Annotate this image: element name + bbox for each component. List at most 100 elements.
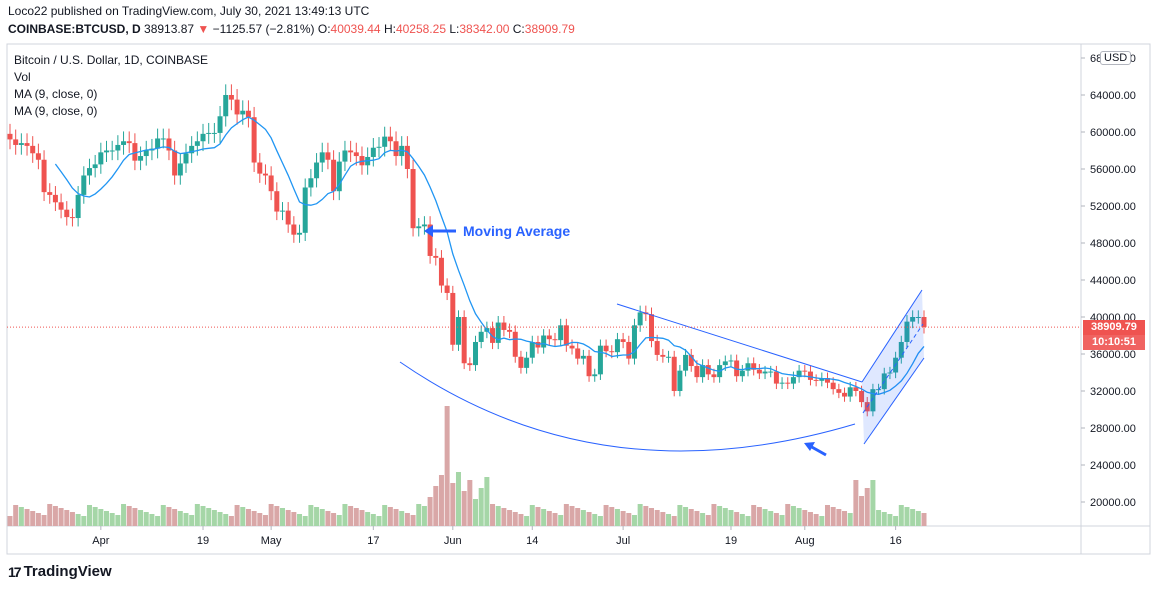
candle <box>75 194 81 219</box>
candle <box>807 371 813 380</box>
candle <box>268 175 274 192</box>
volume-bar <box>291 512 297 526</box>
volume-bar <box>614 509 620 526</box>
tradingview-logo[interactable]: 17 TradingView <box>8 563 112 580</box>
volume-bar <box>13 505 19 526</box>
candle <box>41 159 47 193</box>
candle <box>382 136 388 147</box>
volume-bar <box>257 513 263 526</box>
candle <box>302 187 308 233</box>
volume-bar <box>138 510 144 526</box>
volume-bar <box>353 508 359 526</box>
volume-bar <box>382 505 388 526</box>
volume-bar <box>501 508 507 526</box>
candle <box>762 371 768 374</box>
candle <box>251 117 257 163</box>
volume-bar <box>796 508 802 526</box>
candle <box>166 138 172 151</box>
volume-bar <box>7 516 13 526</box>
candle <box>200 133 206 142</box>
symbol-label: COINBASE:BTCUSD, D <box>8 22 141 36</box>
candle <box>700 365 706 378</box>
candle <box>13 139 19 145</box>
volume-bar <box>416 504 422 526</box>
candle <box>104 150 110 153</box>
volume-bar <box>217 512 223 526</box>
candle <box>518 356 524 368</box>
candle <box>609 351 615 353</box>
candle <box>92 164 98 169</box>
candle <box>155 138 161 149</box>
candle <box>478 331 484 342</box>
candle <box>586 355 592 377</box>
candle <box>836 389 842 393</box>
candle <box>342 150 348 162</box>
candle <box>353 152 359 157</box>
candle <box>183 153 189 164</box>
candle <box>541 335 547 348</box>
volume-bar <box>262 515 268 526</box>
volume-bar <box>69 512 75 526</box>
volume-bar <box>421 506 427 526</box>
high-value: 40258.25 <box>395 22 446 36</box>
volume-bar <box>234 505 240 526</box>
volume-bar <box>802 510 808 526</box>
volume-bar <box>285 510 291 526</box>
volume-bar <box>331 513 337 526</box>
candle <box>387 136 393 142</box>
volume-bar <box>478 488 484 526</box>
volume-bar <box>756 507 762 526</box>
volume-bar <box>887 514 893 526</box>
currency-badge[interactable]: USD <box>1100 51 1132 65</box>
volume-bar <box>580 510 586 526</box>
candle <box>671 356 677 391</box>
candle <box>314 162 320 179</box>
candle <box>813 379 819 381</box>
low-value: 38342.00 <box>459 22 510 36</box>
chart-frame <box>6 43 1151 555</box>
volume-bar <box>58 508 64 526</box>
volume-bar <box>47 504 53 526</box>
volume-bar <box>512 512 518 526</box>
candle <box>824 378 830 383</box>
volume-bar <box>637 504 643 526</box>
candle <box>569 345 575 349</box>
volume-bar <box>450 483 456 526</box>
volume-bar <box>365 512 371 526</box>
candle <box>524 357 530 368</box>
candle <box>790 377 796 384</box>
candle <box>819 378 825 381</box>
volume-bar <box>683 507 689 526</box>
open-value: 40039.44 <box>330 22 381 36</box>
candle <box>756 369 762 374</box>
volume-bar <box>35 513 41 526</box>
candle <box>495 322 501 343</box>
candle <box>279 210 285 212</box>
candle <box>217 116 223 133</box>
volume-bar <box>166 507 172 526</box>
y-tick-label: 24000.00 <box>1090 460 1136 472</box>
candle <box>637 312 643 326</box>
candle <box>319 152 325 163</box>
volume-bar <box>762 509 768 526</box>
volume-bar <box>722 508 728 526</box>
volume-bar <box>109 513 115 526</box>
candle <box>649 314 655 342</box>
moving-average-line <box>54 116 925 395</box>
volume-bar <box>172 509 178 526</box>
volume-bar <box>461 491 467 526</box>
candle <box>512 331 518 357</box>
candle <box>796 370 802 378</box>
volume-bar <box>819 516 825 526</box>
candle <box>558 325 564 341</box>
candle <box>842 392 848 397</box>
candle <box>376 146 382 148</box>
candle <box>211 132 217 134</box>
candle <box>626 341 632 359</box>
legend-vol: Vol <box>14 70 31 84</box>
volume-bar <box>348 506 354 526</box>
candle <box>830 382 836 390</box>
volume-bar <box>558 515 564 526</box>
candle <box>614 339 620 353</box>
